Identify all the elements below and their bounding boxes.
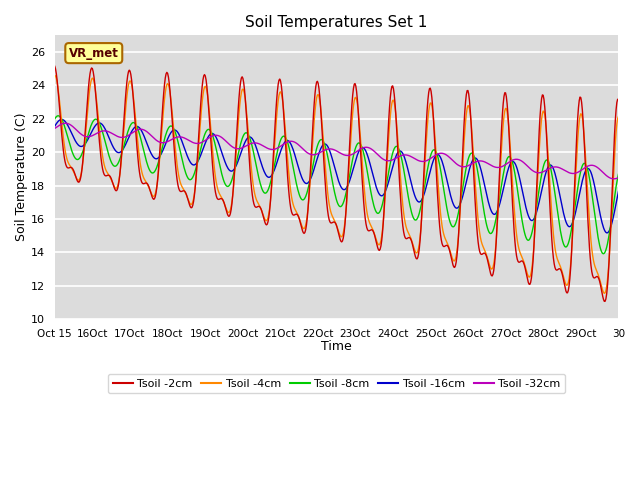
Legend: Tsoil -2cm, Tsoil -4cm, Tsoil -8cm, Tsoil -16cm, Tsoil -32cm: Tsoil -2cm, Tsoil -4cm, Tsoil -8cm, Tsoi… (108, 374, 565, 393)
Title: Soil Temperatures Set 1: Soil Temperatures Set 1 (245, 15, 428, 30)
X-axis label: Time: Time (321, 340, 352, 353)
Y-axis label: Soil Temperature (C): Soil Temperature (C) (15, 113, 28, 241)
Text: VR_met: VR_met (69, 47, 118, 60)
